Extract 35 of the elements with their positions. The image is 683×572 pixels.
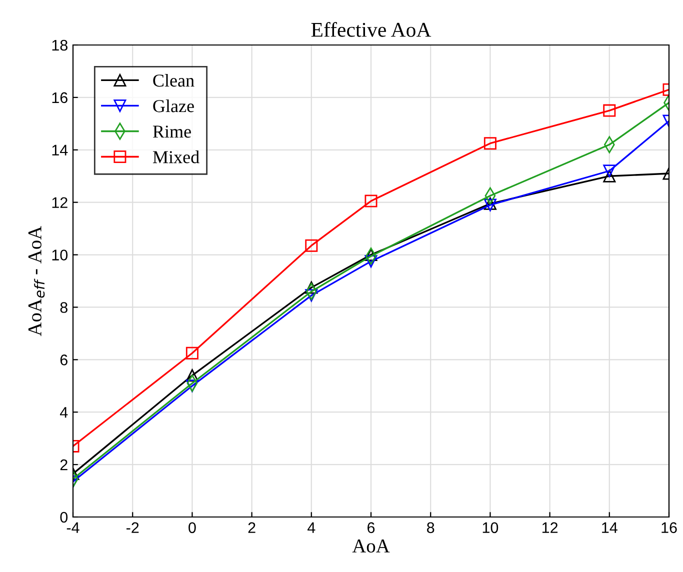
x-tick-label: 2	[248, 522, 256, 533]
y-tick-label: 6	[60, 354, 68, 366]
point	[364, 255, 378, 268]
x-tick-label: -2	[126, 522, 139, 533]
point	[186, 346, 198, 360]
y-tick-label: 8	[60, 302, 68, 313]
y-tick-label: 10	[52, 250, 68, 260]
point	[305, 281, 318, 294]
point	[305, 239, 318, 252]
x-axis-title: AoA	[352, 540, 390, 553]
legend-label: Glaze	[153, 100, 194, 112]
y-tick-label: 18	[52, 40, 68, 51]
y-axis-title: AoA$_{eff}$ - AoA	[28, 226, 45, 336]
x-tick-label: 14	[602, 522, 618, 533]
y-tick-label: 14	[52, 144, 68, 156]
chart-title: Effective AoA	[311, 22, 432, 37]
x-tick-label: 6	[368, 522, 375, 534]
y-tick-label: 16	[52, 92, 68, 104]
point	[364, 194, 378, 208]
x-tick-label: 12	[542, 522, 558, 533]
y-tick-label: 4	[60, 407, 68, 418]
x-tick-label: -4	[66, 522, 80, 533]
y-tick-label: 12	[52, 197, 68, 208]
point	[484, 137, 496, 150]
legend-label: Clean	[153, 74, 194, 87]
x-tick-label: 0	[188, 522, 196, 534]
x-tick-label: 16	[662, 522, 677, 534]
point	[305, 289, 318, 302]
y-tick-label: 0	[60, 512, 68, 523]
legend-label: Mixed	[152, 150, 200, 164]
y-tick-label: 2	[60, 459, 68, 470]
legend-label: Rime	[152, 126, 191, 138]
x-tick-label: 4	[308, 522, 316, 533]
x-tick-label: 10	[482, 522, 498, 534]
x-tick-label: 8	[427, 522, 434, 534]
